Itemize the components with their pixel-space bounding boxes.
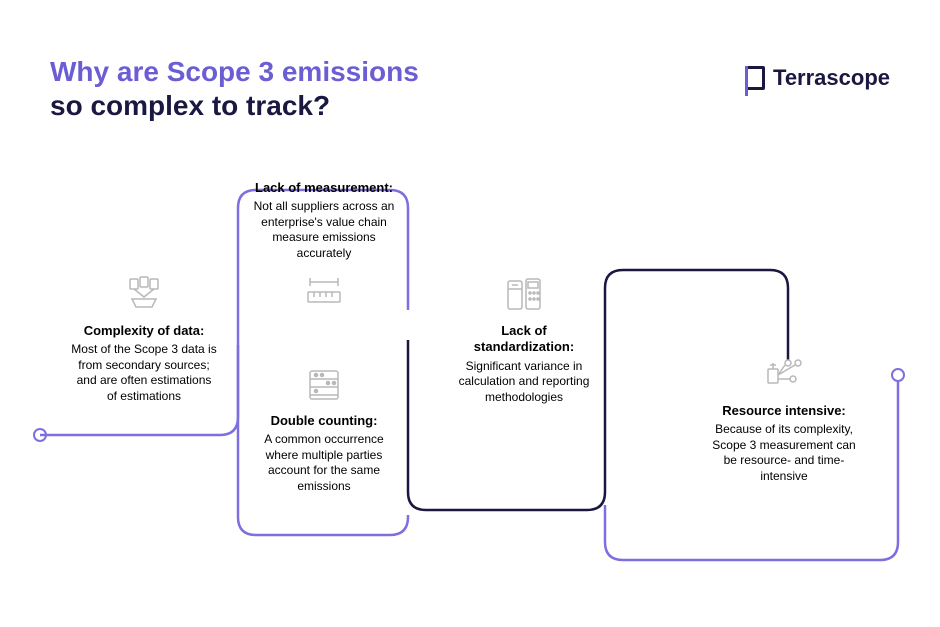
abacus-icon (250, 365, 398, 405)
brand-name: Terrascope (773, 65, 890, 91)
card-lack-standard: Lack of standardization: Significant var… (440, 275, 608, 405)
card-text: Not all suppliers across an enterprise's… (250, 199, 398, 261)
calculator-icon (450, 275, 598, 315)
card-text: Because of its complexity, Scope 3 measu… (710, 422, 858, 484)
card-title: Lack of standardization: (450, 323, 598, 356)
card-lack-measurement: Lack of measurement: Not all suppliers a… (240, 180, 408, 310)
brand-icon (745, 66, 765, 90)
card-title: Complexity of data: (70, 323, 218, 339)
card-complexity: Complexity of data: Most of the Scope 3 … (60, 275, 228, 405)
card-double-counting: Double counting: A common occurrence whe… (240, 365, 408, 495)
page-title: Why are Scope 3 emissions so complex to … (50, 55, 690, 122)
card-title: Lack of measurement: (250, 180, 398, 196)
people-icon (710, 355, 858, 395)
card-resource: Resource intensive: Because of its compl… (700, 355, 868, 485)
card-title: Double counting: (250, 413, 398, 429)
title-line-1: Why are Scope 3 emissions (50, 55, 690, 89)
card-text: A common occurrence where multiple parti… (250, 432, 398, 494)
card-text: Significant variance in calculation and … (450, 359, 598, 406)
card-title: Resource intensive: (710, 403, 858, 419)
flow-diagram: Complexity of data: Most of the Scope 3 … (0, 160, 940, 600)
card-text: Most of the Scope 3 data is from seconda… (70, 342, 218, 404)
data-stack-icon (70, 275, 218, 315)
ruler-icon (250, 270, 398, 310)
title-line-2: so complex to track? (50, 89, 690, 123)
brand-logo: Terrascope (745, 65, 890, 91)
